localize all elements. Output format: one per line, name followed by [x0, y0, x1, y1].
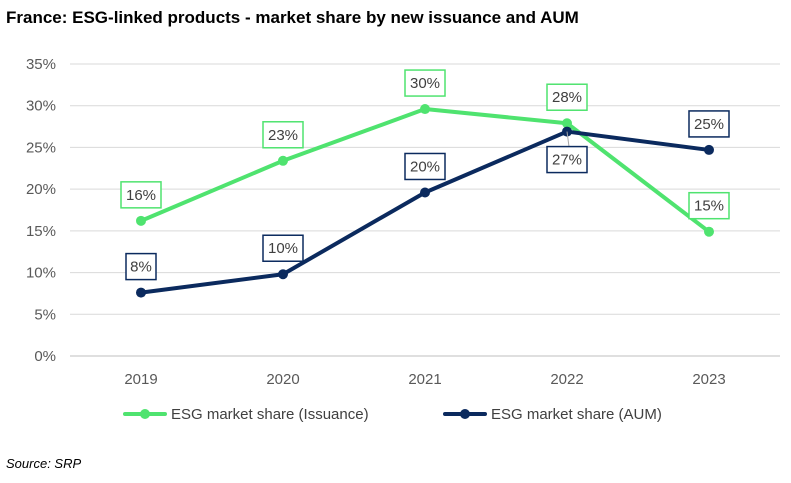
- legend-label: ESG market share (Issuance): [171, 406, 369, 423]
- x-tick-label: 2019: [124, 371, 157, 388]
- data-point: [704, 226, 714, 237]
- data-label: 20%: [410, 158, 440, 175]
- data-label-box: [688, 110, 730, 138]
- data-label: 8%: [130, 259, 152, 276]
- data-label: 23%: [268, 127, 298, 144]
- x-tick-label: 2022: [550, 371, 583, 388]
- data-label-box: [404, 152, 446, 181]
- data-label-box: [125, 252, 157, 281]
- legend-marker: [460, 409, 470, 419]
- data-label: 25%: [694, 116, 724, 133]
- data-point: [420, 104, 430, 115]
- data-label-box: [262, 234, 304, 262]
- data-point: [562, 118, 572, 129]
- data-label: 10%: [268, 240, 298, 257]
- data-point: [704, 144, 714, 155]
- data-label-box: [546, 83, 588, 111]
- data-point: [136, 215, 146, 226]
- y-tick-label: 15%: [26, 223, 56, 240]
- data-point: [278, 269, 288, 280]
- x-tick-label: 2020: [266, 371, 299, 388]
- data-label: 16%: [126, 187, 156, 204]
- data-point: [278, 155, 288, 166]
- legend-label: ESG market share (AUM): [491, 406, 662, 423]
- y-tick-label: 5%: [34, 306, 56, 323]
- legend-marker: [140, 409, 150, 419]
- leader-line: [566, 131, 570, 147]
- x-tick-label: 2023: [692, 371, 725, 388]
- y-tick-label: 30%: [26, 98, 56, 115]
- data-label-box: [262, 121, 304, 149]
- y-tick-label: 35%: [26, 56, 56, 73]
- data-label: 15%: [694, 198, 724, 215]
- data-label-box: [546, 145, 588, 174]
- y-tick-label: 0%: [34, 348, 56, 365]
- x-tick-label: 2021: [408, 371, 441, 388]
- data-label: 28%: [552, 89, 582, 106]
- data-label: 30%: [410, 75, 440, 92]
- data-label-box: [404, 69, 446, 97]
- data-point: [136, 287, 146, 298]
- y-tick-label: 25%: [26, 139, 56, 156]
- chart-title: France: ESG-linked products - market sha…: [6, 8, 579, 27]
- y-tick-label: 10%: [26, 265, 56, 282]
- source-note: Source: SRP: [6, 456, 82, 471]
- data-label: 27%: [552, 152, 582, 169]
- data-label-box: [120, 181, 162, 209]
- y-tick-label: 20%: [26, 181, 56, 198]
- data-label-box: [688, 191, 730, 220]
- data-point: [420, 187, 430, 198]
